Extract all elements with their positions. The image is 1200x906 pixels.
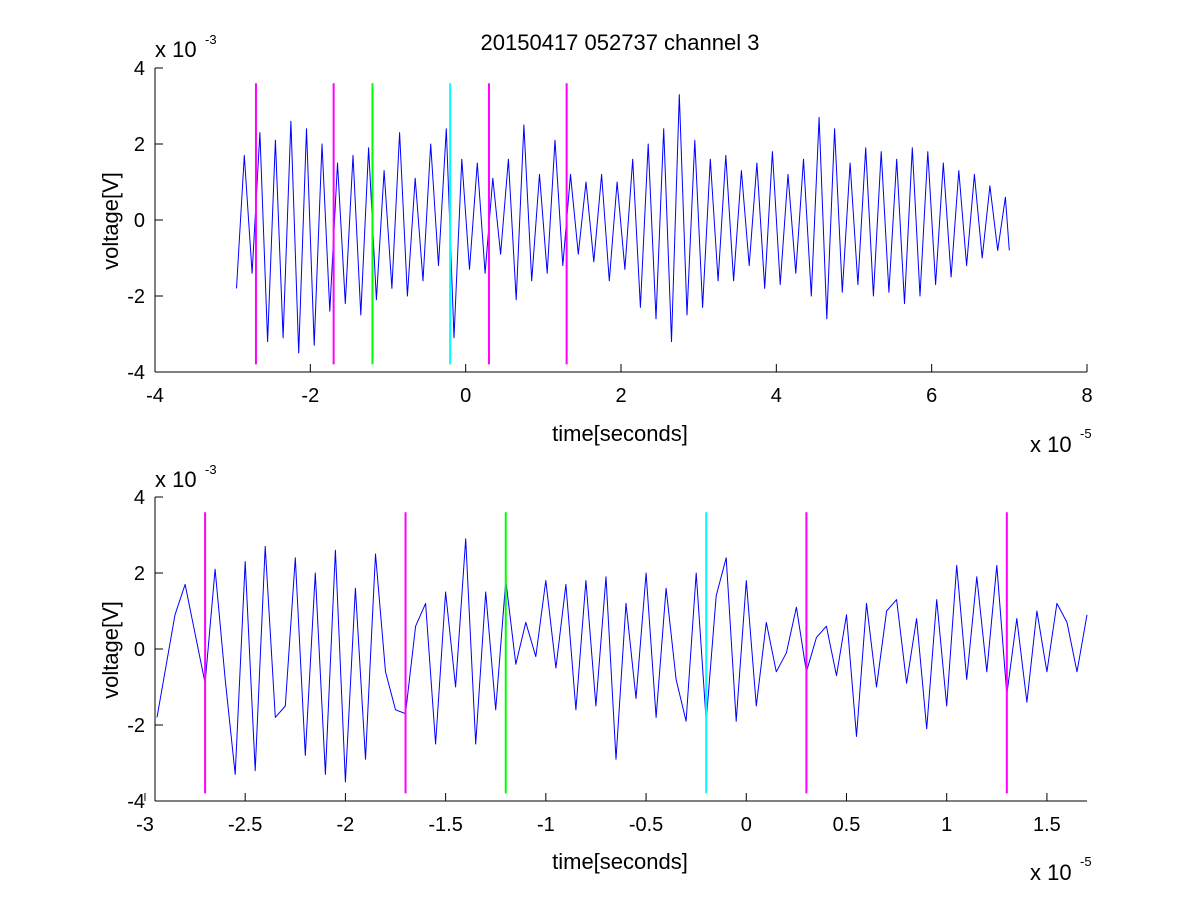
bottom-plot-x-tick-label: -3	[136, 814, 154, 836]
top-plot-y-tick-label: 4	[134, 58, 145, 80]
top-plot-x-tick-label: 6	[926, 385, 937, 407]
bottom-plot-y-tick-label: -2	[127, 715, 145, 737]
bottom-plot-y-tick-label: 4	[134, 487, 145, 509]
top-plot-y-tick-label: -4	[127, 362, 145, 384]
bottom-plot-x-tick-label: -2.5	[228, 814, 262, 836]
top-plot-y-tick-label: 0	[134, 210, 145, 232]
top-plot: x 10 -3 x 10 -5 time[seconds] voltage[V]…	[98, 32, 1093, 457]
top-plot-signal-line	[236, 94, 1010, 354]
bottom-plot-y-exponent-label: x 10	[155, 467, 197, 492]
bottom-plot-y-exponent: x 10 -3	[155, 462, 217, 492]
top-plot-x-exponent-label: x 10	[1030, 432, 1072, 457]
bottom-plot-x-tick-label: 0	[741, 814, 752, 836]
top-plot-x-tick-label: -2	[301, 385, 319, 407]
bottom-plot-x-exponent: x 10 -5	[1030, 854, 1092, 885]
bottom-plot-x-exponent-value: -5	[1080, 854, 1092, 869]
bottom-plot-y-tick-label: 2	[134, 563, 145, 585]
top-plot-y-tick-label: 2	[134, 134, 145, 156]
bottom-plot-ylabel: voltage[V]	[98, 601, 123, 699]
top-plot-ylabel: voltage[V]	[98, 172, 123, 270]
bottom-plot-x-tick-label: 1	[941, 814, 952, 836]
top-plot-x-tick-label: 8	[1081, 385, 1092, 407]
figure-title: 20150417 052737 channel 3	[481, 30, 760, 55]
bottom-plot-y-tick-label: -4	[127, 791, 145, 813]
bottom-plot-x-tick-label: -2	[337, 814, 355, 836]
bottom-plot-xlabel: time[seconds]	[552, 849, 688, 874]
bottom-plot-x-tick-label: 1.5	[1033, 814, 1061, 836]
bottom-plot-y-exponent-value: -3	[205, 462, 217, 477]
top-plot-x-tick-label: 4	[771, 385, 782, 407]
top-plot-x-exponent-value: -5	[1080, 426, 1092, 441]
bottom-plot-x-tick-label: -1.5	[428, 814, 462, 836]
top-plot-y-exponent-label: x 10	[155, 37, 197, 62]
top-plot-y-tick-label: -2	[127, 286, 145, 308]
bottom-plot-y-tick-label: 0	[134, 639, 145, 661]
top-plot-x-exponent: x 10 -5	[1030, 426, 1092, 457]
bottom-plot-x-tick-label: -0.5	[629, 814, 663, 836]
top-plot-x-tick-label: 2	[615, 385, 626, 407]
top-plot-x-tick-label: -4	[146, 385, 164, 407]
bottom-plot: x 10 -3 x 10 -5 time[seconds] voltage[V]…	[98, 462, 1092, 885]
top-plot-y-exponent: x 10 -3	[155, 32, 217, 62]
bottom-plot-x-tick-label: 0.5	[833, 814, 861, 836]
bottom-plot-signal-line	[156, 538, 1088, 783]
top-plot-y-exponent-value: -3	[205, 32, 217, 47]
bottom-plot-x-exponent-label: x 10	[1030, 860, 1072, 885]
bottom-plot-x-tick-label: -1	[537, 814, 555, 836]
top-plot-xlabel: time[seconds]	[552, 421, 688, 446]
top-plot-x-tick-label: 0	[460, 385, 471, 407]
